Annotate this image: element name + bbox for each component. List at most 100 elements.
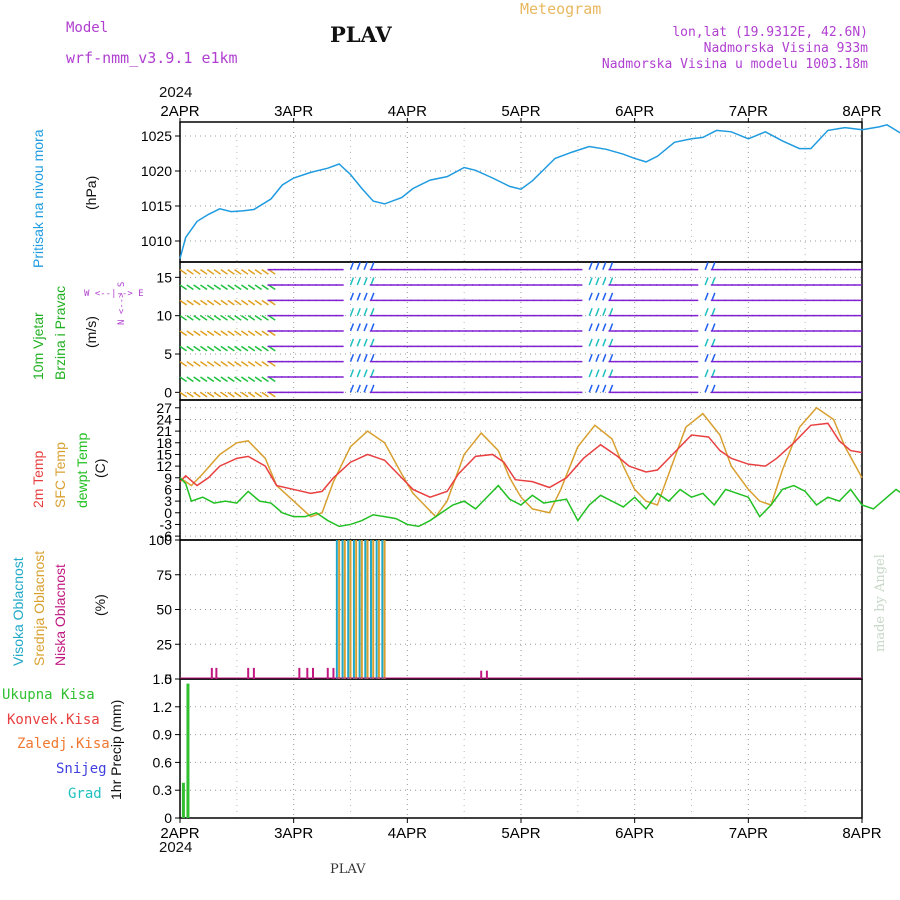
wind-arrow — [193, 269, 201, 275]
wind-arrow — [234, 391, 242, 398]
wind-arrow — [261, 376, 269, 383]
wind-arrow — [234, 284, 242, 291]
wind-arrow — [254, 330, 263, 337]
y-tick-label: 75 — [156, 567, 172, 583]
wind-arrow — [254, 361, 263, 367]
footer-station: PLAV — [330, 862, 366, 877]
wind-arrow — [356, 277, 361, 286]
precip-bar — [186, 683, 190, 818]
wind-arrow — [711, 307, 716, 316]
x-tick-label-top: 7APR — [729, 103, 768, 120]
wind-arrow — [240, 361, 249, 367]
wind-arrow — [254, 299, 263, 306]
year-top: 2024 — [159, 84, 193, 101]
wind-arrow — [200, 345, 208, 352]
wind-arrow — [247, 315, 256, 321]
wind-arrow — [356, 307, 361, 316]
wind-arrow — [349, 307, 355, 316]
wind-arrow — [179, 284, 188, 291]
wind-arrow — [704, 307, 709, 316]
wind-arrow — [227, 391, 235, 398]
wind-arrow — [704, 384, 709, 393]
wind-arrow — [206, 376, 215, 383]
wind-arrow — [711, 369, 716, 378]
wind-arrow — [186, 269, 194, 275]
wind-arrow — [356, 261, 361, 270]
wind-arrow — [711, 323, 716, 332]
wind-arrow — [588, 384, 593, 393]
wind-arrow — [588, 307, 593, 316]
wind-arrow — [588, 292, 593, 301]
wind-arrow — [595, 369, 600, 378]
y-tick-label: 1010 — [141, 233, 172, 249]
x-tick-label-bottom: 7APR — [729, 825, 768, 842]
wind-arrow — [261, 269, 269, 275]
wind-arrow — [179, 361, 188, 367]
wind-arrow — [247, 361, 256, 367]
precip-bar — [181, 782, 185, 818]
y-tick-label: 15 — [156, 269, 172, 285]
y-tick-label: 1020 — [141, 163, 172, 179]
y-tick-label: 0.9 — [153, 727, 173, 743]
wind-arrow — [704, 277, 709, 286]
wind-arrow — [227, 376, 235, 383]
wind-arrow — [261, 330, 269, 337]
wind-arrow — [200, 315, 208, 321]
wind-arrow — [179, 269, 188, 275]
wind-arrow — [704, 338, 709, 347]
wind-arrow — [349, 261, 355, 270]
wind-arrow — [213, 284, 222, 291]
y-tick-label: 5 — [164, 346, 172, 362]
y-tick-label: 1.2 — [153, 699, 173, 715]
wind-arrow — [349, 369, 355, 378]
wind-arrow — [363, 292, 368, 301]
wind-arrow — [370, 384, 375, 393]
wind-arrow — [608, 261, 614, 270]
wind-arrow — [213, 376, 222, 383]
y-tick-label: 12 — [156, 458, 172, 474]
y-tick-label: 6 — [164, 481, 172, 497]
wind-arrow — [186, 284, 194, 291]
wind-arrow — [711, 261, 716, 270]
wind-arrow — [254, 376, 263, 383]
wind-arrow — [213, 330, 222, 337]
wind-arrow — [200, 284, 208, 291]
y-tick-label: 1015 — [141, 198, 172, 214]
wind-arrow — [227, 330, 235, 337]
meteogram-label: Meteogram — [520, 0, 602, 18]
x-tick-label-bottom: 6APR — [615, 825, 654, 842]
wind-arrow — [602, 261, 607, 270]
x-tick-label-bottom: 3APR — [274, 825, 313, 842]
wind-arrow — [602, 292, 607, 301]
elevation-model-label: Nadmorska Visina u modelu 1003.18m — [601, 57, 868, 72]
wind-arrow — [608, 369, 614, 378]
y-tick-label: -3 — [160, 516, 173, 532]
wind-arrow — [268, 376, 276, 383]
wind-arrow — [356, 384, 361, 393]
wind-arrow — [268, 269, 276, 275]
wind-arrow — [268, 284, 276, 291]
wind-arrow — [608, 277, 614, 286]
wind-arrow — [179, 391, 188, 398]
wind-arrow — [595, 277, 600, 286]
wind-arrow — [213, 269, 222, 275]
wind-arrow — [588, 338, 593, 347]
y-tick-label: 100 — [149, 532, 173, 548]
dewpt-line — [179, 477, 900, 528]
wind-arrow — [234, 361, 242, 367]
wind-arrow — [240, 299, 249, 306]
wind-arrow — [206, 299, 215, 306]
wind-arrow — [363, 369, 368, 378]
elevation-label: Nadmorska Visina 933m — [703, 41, 868, 56]
wind-arrow — [220, 315, 228, 321]
wind-arrow — [206, 269, 215, 275]
wind-arrow — [349, 353, 355, 362]
precip-legend-total: Ukupna Kisa — [2, 687, 95, 703]
y-tick-label: 0 — [164, 671, 172, 687]
wind-arrow — [588, 353, 593, 362]
wind-arrow — [247, 376, 256, 383]
wind-arrow — [227, 284, 235, 291]
wind-arrow — [363, 323, 368, 332]
wind-arrow — [595, 353, 600, 362]
wind-arrow — [227, 315, 235, 321]
